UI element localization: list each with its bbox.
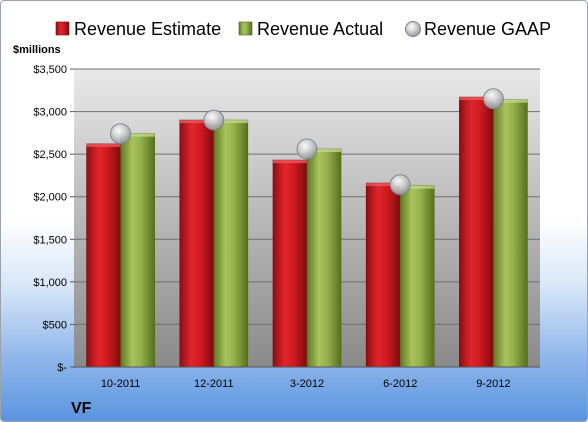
x-tick-label: 9-2012 xyxy=(476,378,510,390)
unit-label: $millions xyxy=(13,44,61,56)
bar-revenue-estimate xyxy=(86,143,121,368)
x-axis-ticks: 10-2011 12-2011 3-2012 6-2012 9-2012 xyxy=(74,366,540,390)
bar-revenue-actual xyxy=(399,185,435,368)
legend-label: Revenue Estimate xyxy=(74,19,221,39)
marker-revenue-gaap xyxy=(203,109,225,131)
bar-top-highlight xyxy=(273,160,307,164)
marker-revenue-gaap xyxy=(482,88,504,110)
x-tick-label: 12-2011 xyxy=(194,378,234,390)
legend-swatch-estimate xyxy=(55,21,70,36)
bar-revenue-estimate xyxy=(272,159,308,368)
marker-revenue-gaap xyxy=(296,138,318,160)
legend-swatch-actual xyxy=(238,21,253,36)
legend-swatch-gaap xyxy=(405,21,421,37)
bar-revenue-estimate xyxy=(179,119,215,368)
bar-top-highlight xyxy=(213,120,248,124)
legend-label: Revenue Actual xyxy=(257,19,383,39)
bar-revenue-estimate xyxy=(365,182,401,368)
bar-revenue-actual xyxy=(213,119,249,368)
x-tick-label: 10-2011 xyxy=(101,378,141,390)
bar-top-highlight xyxy=(366,183,401,187)
bar-revenue-actual xyxy=(493,99,528,368)
bar-top-highlight xyxy=(179,120,214,124)
y-tick-label: $500 xyxy=(43,319,67,331)
y-tick-label: $- xyxy=(57,362,67,374)
x-tick-label: 3-2012 xyxy=(290,378,324,390)
y-tick-label: $1,500 xyxy=(33,234,67,246)
gaap-markers xyxy=(110,88,504,196)
bar-revenue-actual xyxy=(120,133,155,368)
y-tick-label: $2,500 xyxy=(33,149,67,161)
company-label: VF xyxy=(71,400,92,417)
x-tick-label: 6-2012 xyxy=(383,378,417,390)
bar-top-highlight xyxy=(400,185,435,189)
bar-top-highlight xyxy=(120,133,155,137)
bars xyxy=(86,96,528,368)
legend: Revenue Estimate Revenue Actual Revenue GA… xyxy=(55,19,551,39)
y-tick-label: $3,000 xyxy=(33,107,67,119)
legend-label: Revenue GAAP xyxy=(424,19,551,39)
marker-revenue-gaap xyxy=(110,123,132,145)
y-tick-label: $2,000 xyxy=(33,192,67,204)
marker-revenue-gaap xyxy=(389,174,411,196)
bar-top-highlight xyxy=(307,149,341,153)
bar-revenue-estimate xyxy=(459,96,494,368)
bar-top-highlight xyxy=(459,97,494,101)
bar-revenue-actual xyxy=(306,148,342,368)
bar-top-highlight xyxy=(86,143,121,147)
bar-top-highlight xyxy=(493,99,528,103)
y-tick-label: $3,500 xyxy=(33,64,67,76)
y-tick-label: $1,000 xyxy=(33,277,67,289)
y-axis-ticks: $- $500 $1,000 $1,500 $2,000 $2,500 $3,000 $3,5… xyxy=(33,64,74,374)
